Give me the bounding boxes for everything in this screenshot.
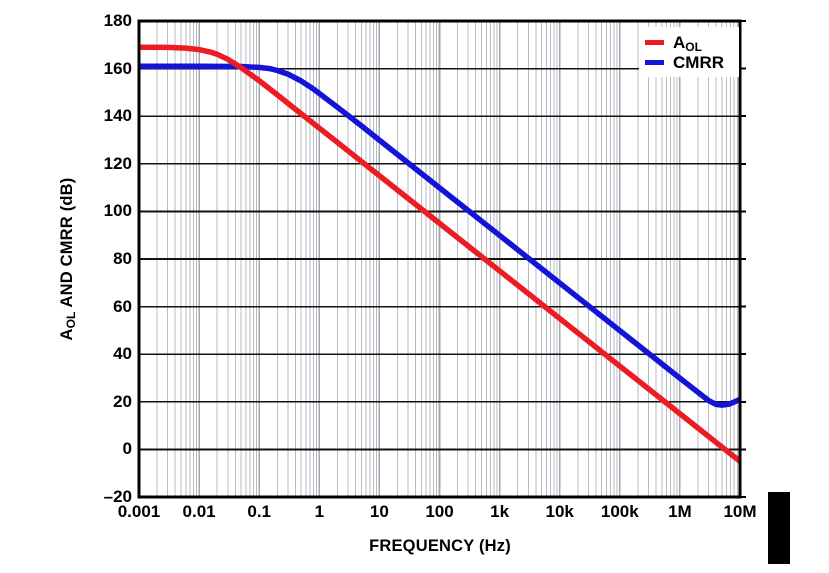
y-tick-label: 180 [103, 11, 132, 30]
y-tick-label: 140 [103, 106, 132, 126]
legend-cmrr-label: CMRR [673, 52, 724, 72]
x-tick-label: 0.01 [182, 502, 216, 521]
y-tick-label: –20 [103, 487, 132, 506]
page-edge-marker [768, 492, 790, 564]
x-tick-label: 0.1 [247, 502, 271, 521]
y-tick-label: 20 [113, 391, 132, 411]
y-tick-label: 80 [113, 249, 132, 268]
legend-aol-label: AOL [673, 32, 702, 54]
y-tick-label: 120 [103, 153, 132, 173]
aol-legend-dash-icon [645, 39, 664, 45]
cmrr-curve [139, 63, 742, 408]
cmrr-legend-dash-icon [645, 59, 664, 65]
legend-entry-aol: AOL [639, 32, 739, 54]
y-tick-label: 40 [113, 344, 132, 364]
y-tick-label: 0 [122, 439, 132, 459]
x-axis-title: FREQUENCY (Hz) [369, 537, 511, 555]
x-tick-label: 10M [723, 502, 757, 521]
x-tick-label: 10k [545, 502, 574, 521]
x-tick-label: 1k [490, 502, 510, 521]
aol-curve [138, 44, 742, 464]
legend: AOL CMRR [639, 27, 739, 77]
x-tick-label: 1M [668, 502, 692, 521]
y-axis-title-pre: A [58, 328, 76, 341]
legend-aol-label-sub: OL [685, 39, 702, 54]
y-tick-label: 100 [103, 201, 132, 221]
x-tick-label: 1 [314, 502, 325, 521]
y-tick-label: 60 [113, 296, 132, 316]
plot-frame [137, 19, 742, 499]
x-tick-label: 0.001 [117, 502, 161, 521]
x-tick-label: 100 [425, 502, 454, 521]
y-axis-title-post: AND CMRR (dB) [58, 177, 76, 312]
legend-entry-cmrr: CMRR [639, 53, 739, 72]
x-tick-label: 100k [600, 502, 639, 521]
legend-aol-label-pre: A [673, 32, 686, 52]
x-tick-label: 10 [369, 502, 389, 521]
y-tick-label: 160 [103, 58, 132, 78]
